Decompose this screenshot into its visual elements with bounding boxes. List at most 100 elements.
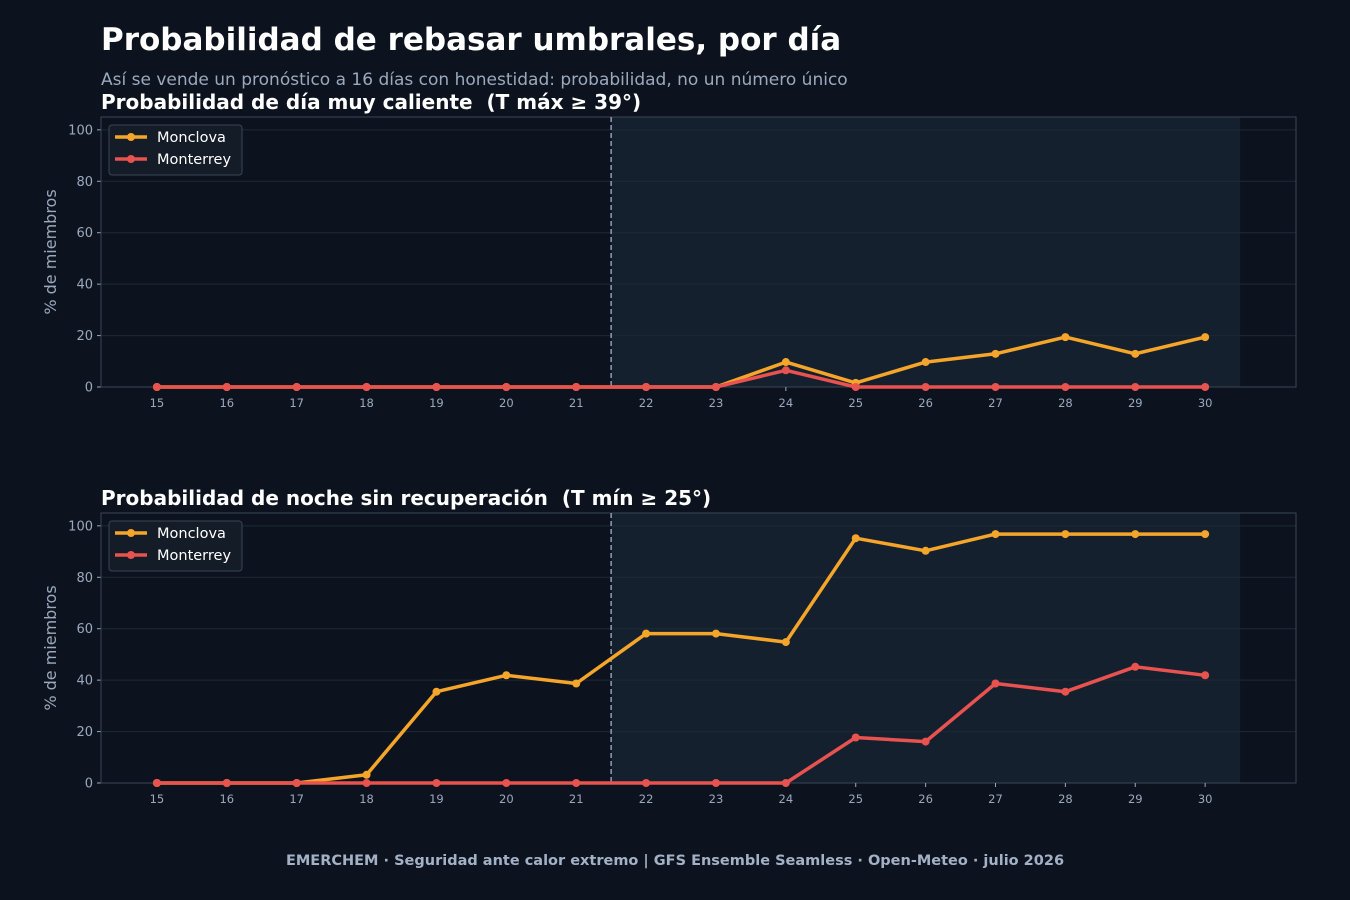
forecast-band bbox=[611, 117, 1241, 387]
y-tick-label: 40 bbox=[76, 674, 93, 689]
y-tick-label: 80 bbox=[76, 571, 93, 586]
x-tick-label: 16 bbox=[219, 792, 234, 806]
data-point bbox=[642, 629, 651, 638]
y-tick-label: 0 bbox=[85, 381, 93, 396]
data-point bbox=[921, 358, 930, 367]
y-tick-label: 100 bbox=[68, 519, 93, 534]
page-title: Probabilidad de rebasar umbrales, por dí… bbox=[101, 22, 842, 58]
data-point bbox=[991, 383, 1000, 391]
data-point bbox=[222, 779, 231, 787]
data-point bbox=[1131, 349, 1140, 358]
y-tick-label: 20 bbox=[76, 329, 93, 344]
data-point bbox=[1201, 333, 1210, 342]
x-tick-label: 22 bbox=[639, 792, 654, 806]
x-tick-label: 15 bbox=[150, 396, 165, 410]
data-point bbox=[711, 629, 720, 638]
x-tick-label: 15 bbox=[150, 792, 165, 806]
data-point bbox=[362, 383, 371, 391]
x-tick-label: 24 bbox=[779, 792, 794, 806]
series-monclova bbox=[152, 530, 1210, 787]
data-point bbox=[1201, 383, 1210, 391]
y-tick-label: 80 bbox=[76, 175, 93, 190]
x-tick-label: 29 bbox=[1128, 396, 1143, 410]
data-point bbox=[1201, 530, 1210, 539]
data-point bbox=[781, 366, 790, 375]
y-axis-label: % de miembros bbox=[41, 189, 60, 314]
data-point bbox=[1131, 383, 1140, 391]
data-point bbox=[1131, 530, 1140, 539]
chart-panel-2: 0 20 40 60 80 100 15 16 17 18 19 20 21 22 23 24 25 26 27 28… bbox=[41, 486, 1297, 806]
data-point bbox=[642, 383, 651, 391]
series-line bbox=[155, 368, 1207, 389]
x-tick-label: 27 bbox=[988, 396, 1003, 410]
data-point bbox=[432, 687, 441, 696]
data-point bbox=[991, 349, 1000, 358]
data-point bbox=[921, 737, 930, 746]
x-tick-label: 22 bbox=[639, 396, 654, 410]
legend-label: Monclova bbox=[157, 526, 226, 542]
data-point bbox=[781, 358, 790, 367]
footer-credits: EMERCHEM · Seguridad ante calor extremo … bbox=[285, 853, 1065, 869]
data-point bbox=[292, 779, 301, 787]
data-point bbox=[362, 770, 371, 779]
x-tick-label: 17 bbox=[289, 792, 304, 806]
x-tick-label: 26 bbox=[918, 792, 933, 806]
data-point bbox=[711, 383, 720, 391]
data-point bbox=[572, 779, 581, 787]
x-tick-label: 18 bbox=[359, 396, 374, 410]
x-tick-label: 24 bbox=[779, 396, 794, 410]
x-tick-label: 16 bbox=[219, 396, 234, 410]
data-point bbox=[1061, 333, 1070, 342]
legend-label: Monclova bbox=[157, 130, 226, 146]
y-tick-label: 60 bbox=[76, 622, 93, 637]
chart-panel-1: 0 20 40 60 80 100 15 16 17 18 19 20 21 22 23 24 25 26 27 28… bbox=[41, 90, 1297, 410]
data-point bbox=[1061, 530, 1070, 539]
x-tick-label: 21 bbox=[569, 792, 584, 806]
legend-label: Monterrey bbox=[157, 548, 231, 564]
y-tick-label: 0 bbox=[85, 777, 93, 792]
y-axis-label: % de miembros bbox=[41, 585, 60, 710]
data-point bbox=[781, 779, 790, 787]
y-tick-label: 60 bbox=[76, 226, 93, 241]
x-tick-label: 19 bbox=[429, 396, 444, 410]
data-point bbox=[642, 779, 651, 787]
series-monterrey bbox=[152, 366, 1210, 391]
x-tick-label: 27 bbox=[988, 792, 1003, 806]
data-point bbox=[711, 779, 720, 787]
legend-swatch-marker bbox=[127, 133, 135, 141]
x-tick-label: 30 bbox=[1198, 792, 1213, 806]
data-point bbox=[991, 679, 1000, 688]
legend-swatch-marker bbox=[127, 155, 135, 163]
x-tick-label: 25 bbox=[848, 396, 863, 410]
data-point bbox=[991, 530, 1000, 539]
legend: Monclova Monterrey bbox=[108, 124, 243, 176]
chart-title: Probabilidad de noche sin recuperación (… bbox=[101, 486, 711, 510]
series-line bbox=[155, 665, 1207, 785]
data-point bbox=[851, 534, 860, 543]
data-point bbox=[851, 383, 860, 391]
data-point bbox=[1061, 687, 1070, 696]
series-line bbox=[155, 532, 1207, 785]
legend-swatch-marker bbox=[127, 529, 135, 537]
data-point bbox=[851, 733, 860, 742]
data-point bbox=[502, 671, 511, 680]
data-point bbox=[502, 779, 511, 787]
x-tick-label: 21 bbox=[569, 396, 584, 410]
data-point bbox=[502, 383, 511, 391]
x-tick-label: 18 bbox=[359, 792, 374, 806]
data-point bbox=[1061, 383, 1070, 391]
x-tick-label: 25 bbox=[848, 792, 863, 806]
data-point bbox=[152, 383, 161, 391]
x-tick-label: 23 bbox=[709, 396, 724, 410]
data-point bbox=[222, 383, 231, 391]
x-tick-label: 19 bbox=[429, 792, 444, 806]
x-tick-label: 29 bbox=[1128, 792, 1143, 806]
legend-swatch-marker bbox=[127, 551, 135, 559]
x-tick-label: 30 bbox=[1198, 396, 1213, 410]
data-point bbox=[572, 383, 581, 391]
data-point bbox=[362, 779, 371, 787]
data-point bbox=[432, 779, 441, 787]
data-point bbox=[292, 383, 301, 391]
y-tick-label: 20 bbox=[76, 725, 93, 740]
